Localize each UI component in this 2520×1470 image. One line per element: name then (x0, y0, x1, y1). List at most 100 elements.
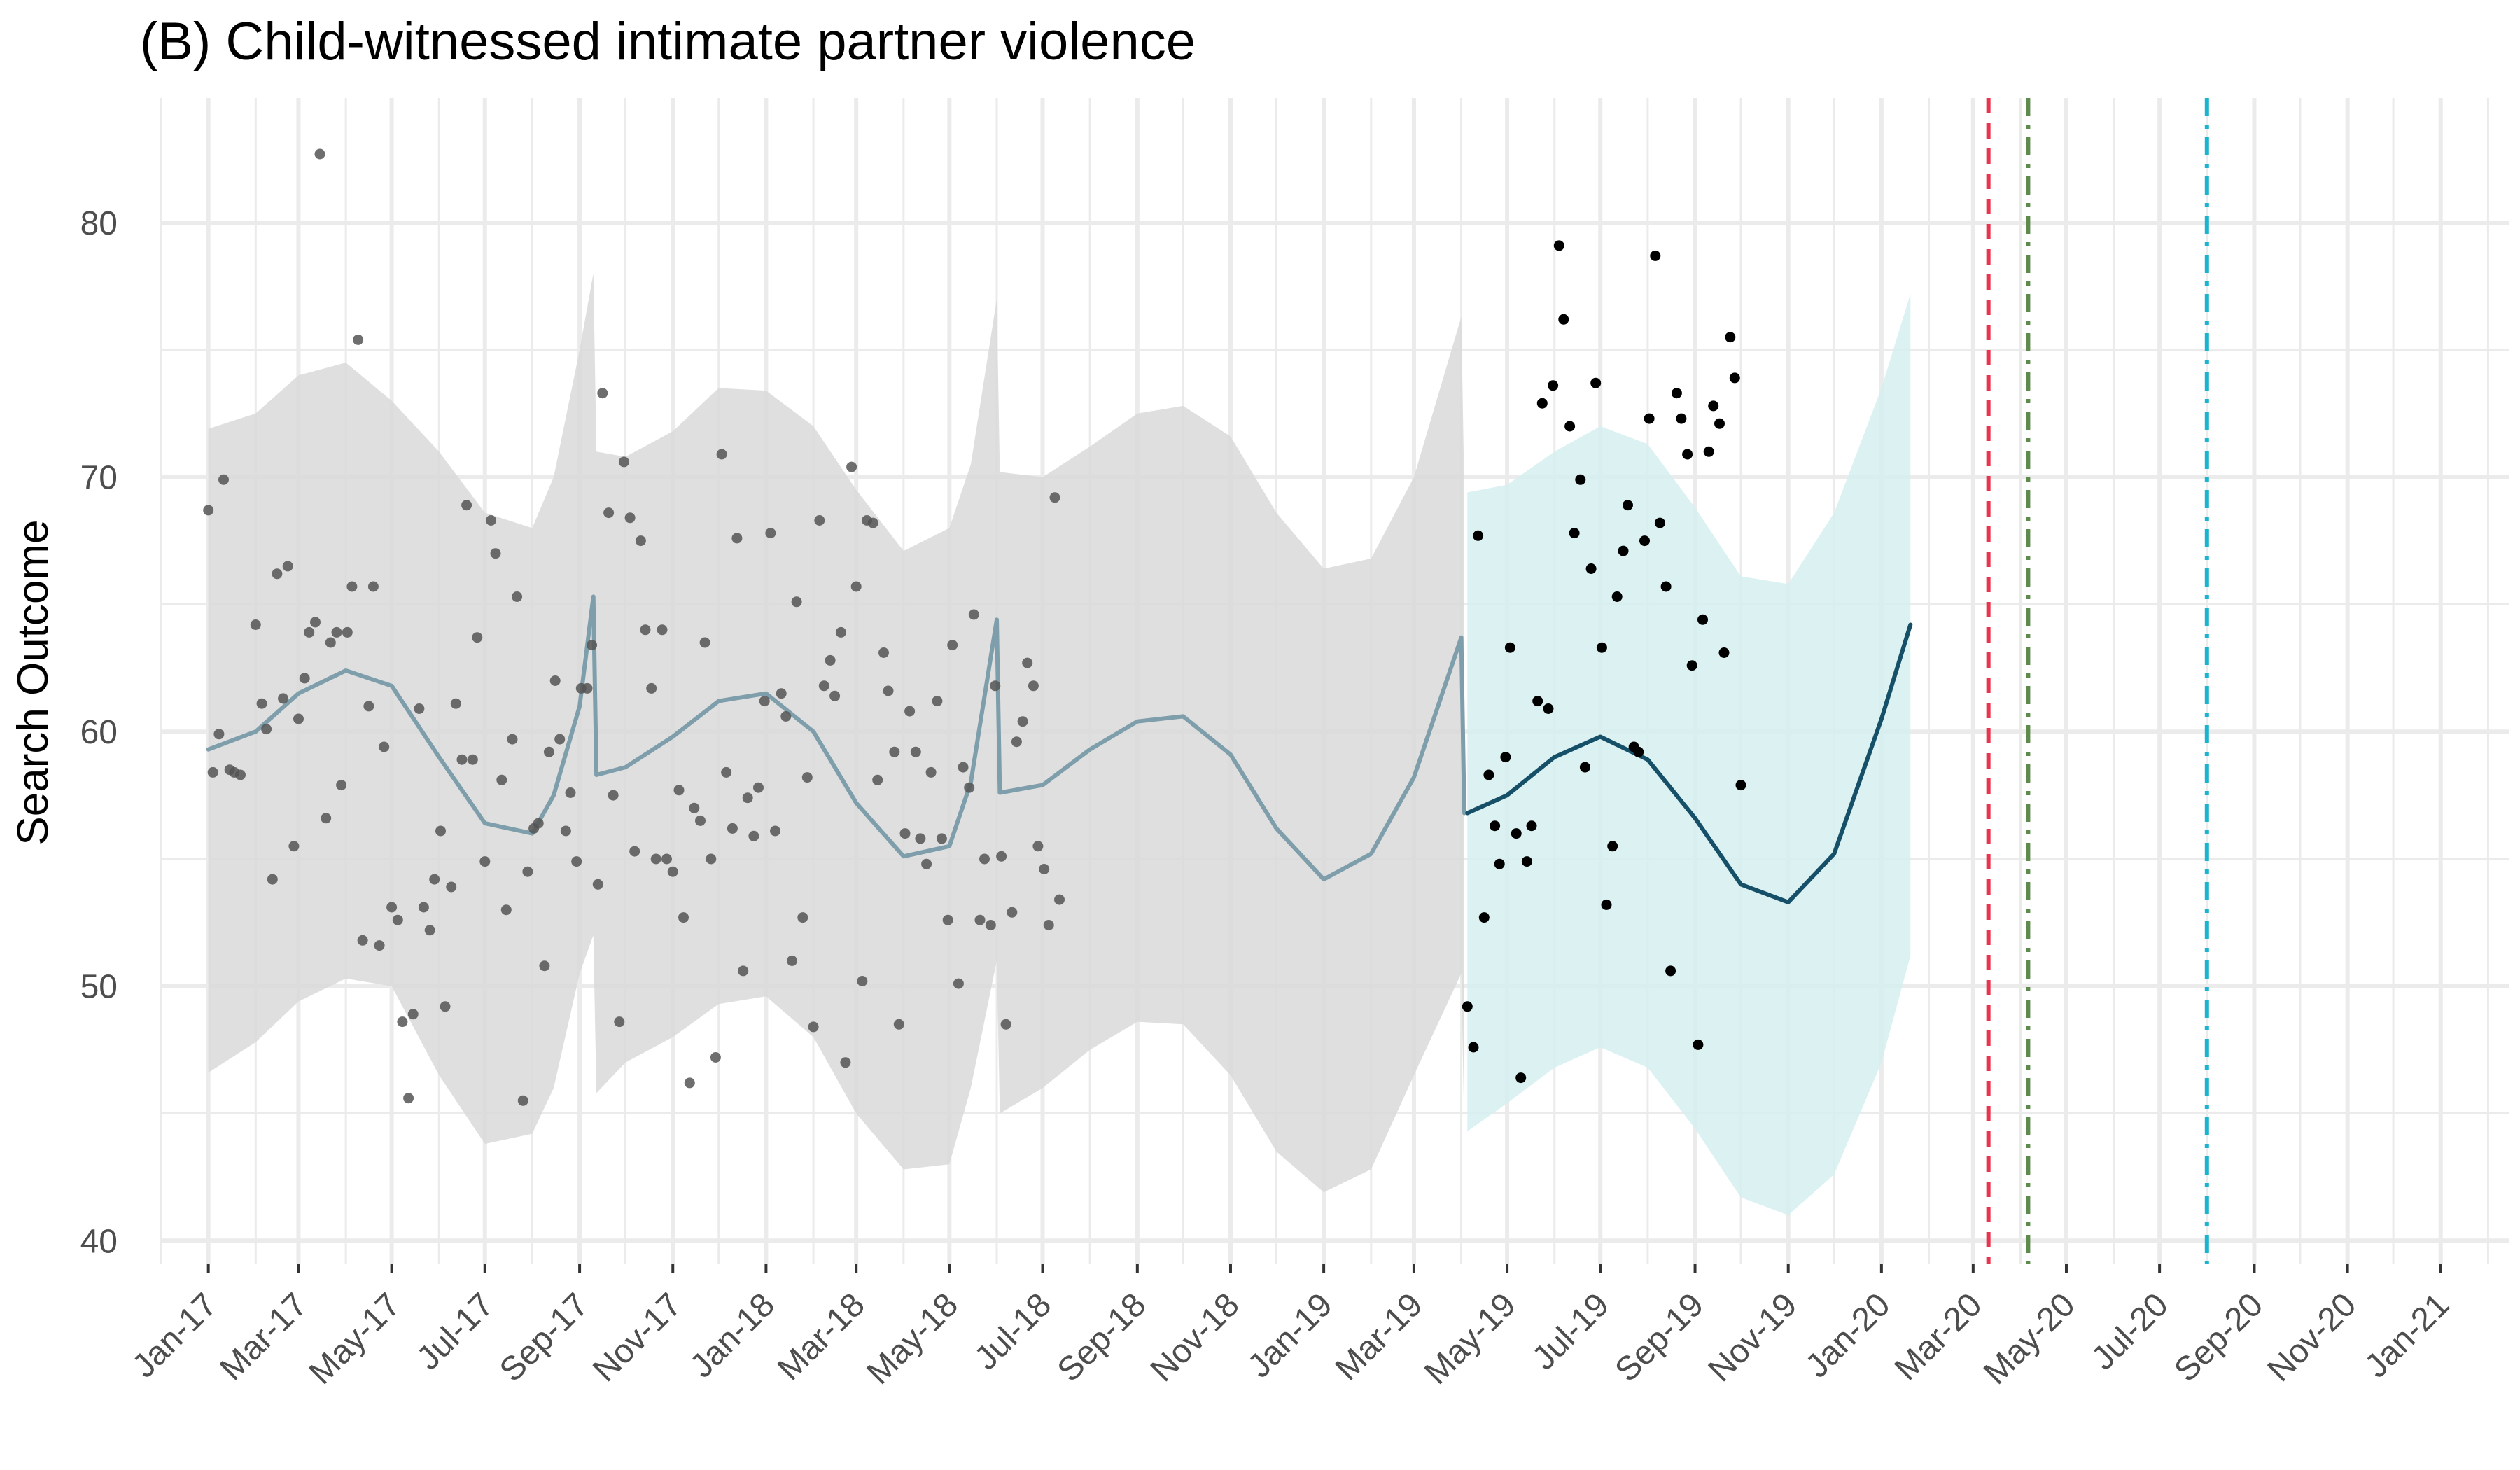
pre-data-point (1007, 906, 1018, 918)
pre-data-point (742, 792, 753, 804)
post-data-point (1558, 314, 1569, 325)
pre-confidence-band (208, 273, 1464, 1193)
y-tick-label: 40 (80, 1223, 118, 1260)
pre-data-point (635, 536, 646, 547)
x-tick-label: Sep-19 (1608, 1286, 1711, 1389)
pre-data-point (968, 609, 979, 620)
pre-data-point (925, 766, 937, 778)
pre-data-point (522, 866, 533, 877)
pre-data-point (397, 1016, 408, 1028)
pre-data-point (456, 754, 468, 765)
pre-data-point (560, 825, 571, 836)
pre-data-point (363, 701, 374, 712)
x-tick-label: Jan-18 (683, 1286, 782, 1385)
pre-data-point (267, 874, 278, 885)
x-tick-label: May-19 (1418, 1286, 1523, 1392)
post-data-point (1569, 528, 1580, 539)
post-data-point (1639, 536, 1650, 547)
pre-data-point (1022, 657, 1033, 668)
x-tick-label: Mar-20 (1888, 1286, 1989, 1387)
pre-data-point (646, 682, 657, 694)
pre-data-point (867, 517, 878, 528)
pre-data-point (597, 388, 608, 399)
pre-data-point (748, 830, 760, 841)
pre-data-point (979, 853, 990, 864)
x-tick-label: Sep-18 (1051, 1286, 1154, 1389)
post-data-point (1725, 332, 1736, 343)
pre-data-point (1054, 894, 1065, 905)
pre-data-point (840, 1057, 851, 1068)
post-confidence-band (1467, 293, 1911, 1215)
post-data-point (1516, 1072, 1527, 1084)
pre-data-point (830, 690, 841, 701)
post-data-point (1500, 752, 1511, 763)
post-data-point (1729, 372, 1740, 384)
post-data-point (1660, 581, 1672, 592)
pre-data-point (517, 1095, 528, 1106)
y-axis-label: Search Outcome (9, 519, 57, 845)
pre-data-point (490, 548, 501, 559)
pre-data-point (985, 920, 996, 930)
pre-data-point (1032, 841, 1044, 852)
pre-data-point (1017, 716, 1028, 727)
pre-data-point (261, 724, 272, 735)
pre-data-point (435, 825, 446, 836)
pre-data-point (699, 637, 710, 648)
pre-data-point (915, 833, 926, 844)
x-tick-label: Mar-19 (1329, 1286, 1430, 1387)
pre-data-point (446, 881, 457, 892)
post-data-point (1536, 398, 1548, 409)
pre-data-point (479, 856, 491, 867)
pre-data-point (592, 878, 603, 890)
x-tick-label: Jul-18 (967, 1286, 1058, 1377)
pre-data-point (846, 461, 858, 472)
x-tick-label: Nov-17 (586, 1286, 689, 1389)
pre-data-point (695, 815, 706, 826)
post-data-point (1462, 1001, 1473, 1012)
reference-lines (1986, 98, 2209, 1264)
post-data-point (1718, 648, 1730, 658)
post-data-point (1708, 400, 1719, 412)
y-tick-label: 80 (80, 205, 118, 242)
pre-data-point (996, 850, 1007, 862)
pre-data-point (299, 673, 310, 684)
post-data-point (1607, 841, 1618, 852)
data-points (203, 148, 1746, 1106)
pre-data-point (1043, 920, 1054, 930)
pre-data-point (256, 698, 267, 709)
post-data-point (1611, 592, 1623, 602)
pre-data-point (932, 696, 943, 707)
pre-data-point (990, 680, 1001, 692)
pre-data-point (689, 802, 700, 813)
pre-data-point (418, 902, 429, 913)
pre-data-point (392, 914, 403, 925)
x-tick-label: Mar-18 (771, 1286, 872, 1387)
x-tick-label: May-17 (302, 1286, 408, 1392)
pre-data-point (608, 790, 619, 801)
pre-data-point (486, 515, 496, 526)
pre-data-point (910, 746, 921, 757)
pre-data-point (403, 1093, 414, 1104)
pre-data-point (1028, 680, 1039, 692)
pre-data-point (543, 746, 554, 757)
pre-data-point (582, 682, 593, 694)
x-tick-label: Jul-17 (410, 1286, 501, 1377)
pre-data-point (214, 729, 225, 740)
confidence-bands (208, 273, 1911, 1215)
pre-data-point (889, 746, 900, 757)
pre-data-point (571, 856, 582, 867)
post-data-point (1703, 446, 1714, 457)
pre-data-point (304, 626, 315, 638)
post-trend-line (1465, 622, 1913, 904)
post-data-point (1473, 530, 1484, 541)
x-tick-label: Jul-20 (2085, 1286, 2176, 1377)
pre-data-point (587, 640, 598, 651)
pre-data-point (802, 772, 813, 783)
x-tick-label: Jan-20 (1798, 1286, 1897, 1385)
pre-data-point (706, 853, 717, 864)
pre-data-point (765, 528, 776, 539)
x-tick-label: Mar-17 (213, 1286, 314, 1387)
pre-data-point (780, 710, 792, 722)
pre-data-point (678, 912, 689, 923)
